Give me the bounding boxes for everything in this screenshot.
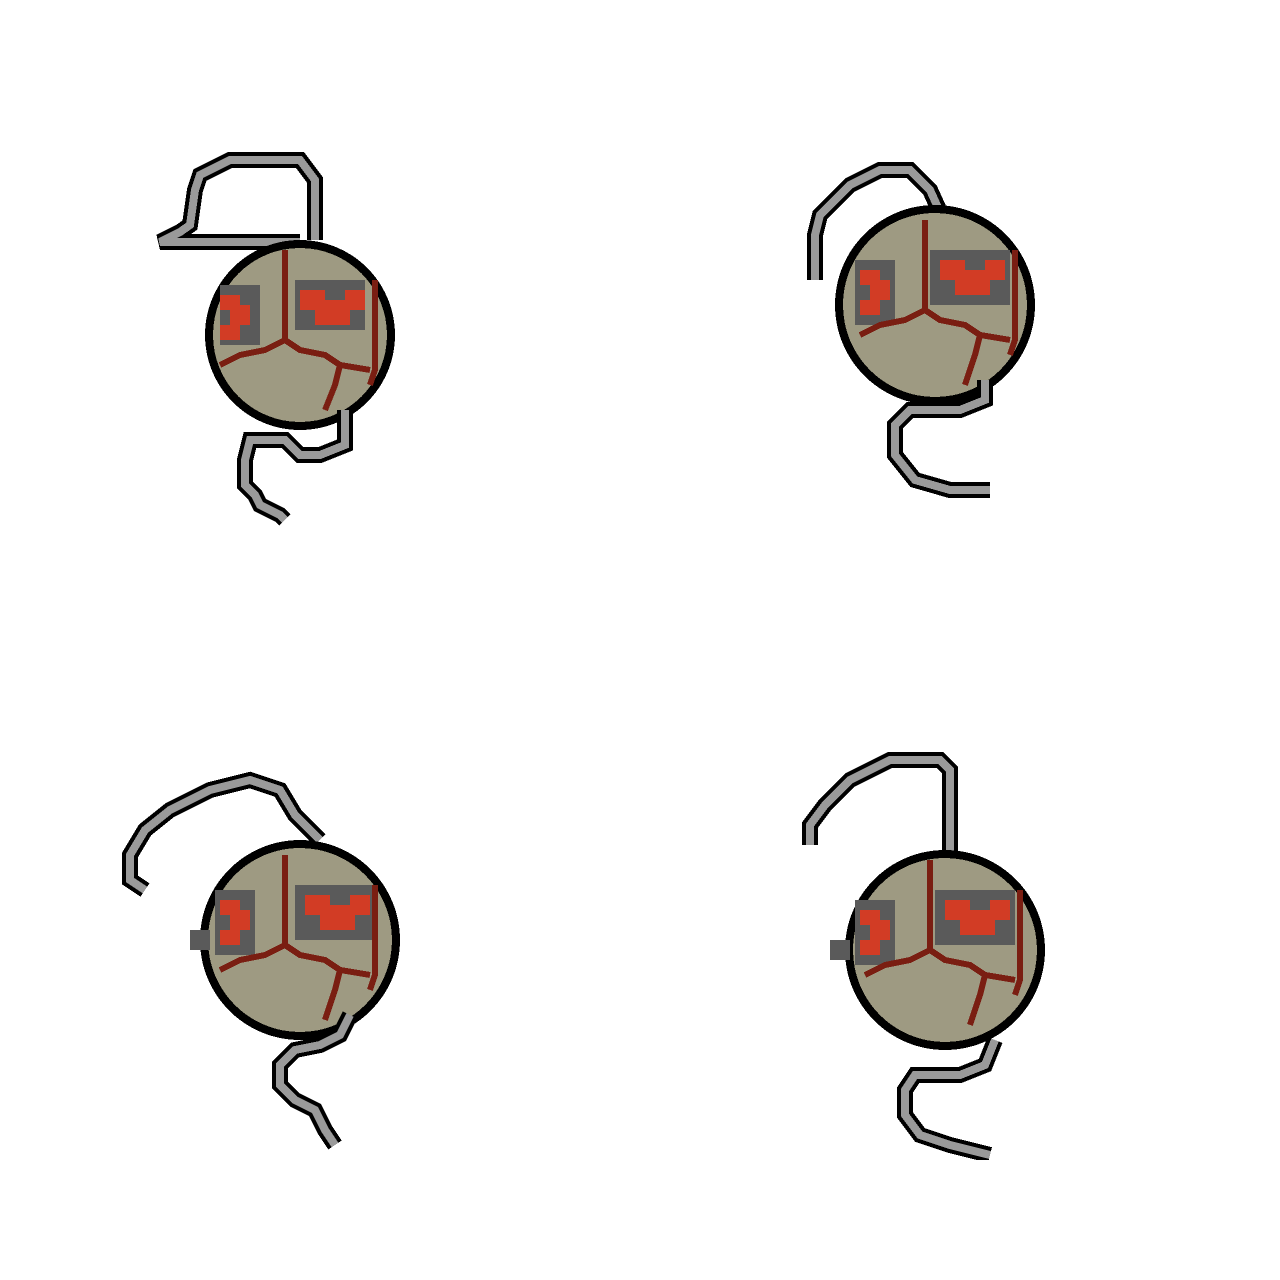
orb-creature-frame-1 [140,140,460,560]
orb-creature-frame-2 [780,150,1100,570]
orb-creature-sprite-2 [807,162,1035,498]
orb-creature-sprite-3 [122,771,400,1150]
orb-creature-frame-3 [110,760,430,1180]
orb-creature-sprite-1 [156,152,395,526]
orb-creature-sprite-4 [802,752,1045,1160]
orb-creature-frame-4 [780,740,1100,1160]
